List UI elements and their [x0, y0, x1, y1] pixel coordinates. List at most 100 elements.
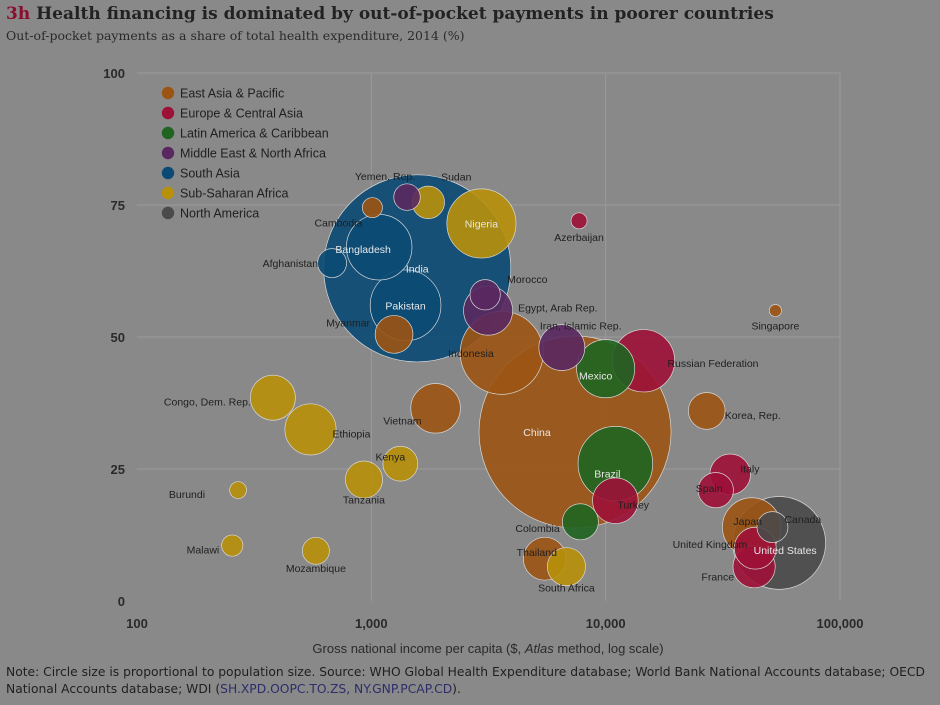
label-myanmar: Myanmar — [326, 317, 370, 329]
bubble-turkey — [592, 477, 639, 524]
chart-title-block: 3h Health financing is dominated by out-… — [6, 4, 774, 24]
x-tick-label: 10,000 — [586, 616, 626, 631]
y-tick-label: 50 — [111, 330, 125, 345]
label-burundi: Burundi — [169, 489, 205, 501]
x-tick-label: 100,000 — [817, 616, 864, 631]
legend-label-sub-saharan-africa: Sub-Saharan Africa — [180, 187, 288, 201]
figure-tag: 3h — [6, 4, 31, 24]
bubble-cambodia — [361, 197, 383, 219]
label-nigeria: Nigeria — [465, 218, 498, 230]
label-brazil: Brazil — [594, 469, 620, 481]
bubble-korea-rep — [688, 392, 726, 430]
label-bangladesh: Bangladesh — [335, 244, 391, 256]
label-india: India — [406, 263, 429, 275]
label-cambodia: Cambodia — [314, 218, 362, 230]
legend-label-europe-central-asia: Europe & Central Asia — [180, 107, 303, 121]
label-tanzania: Tanzania — [343, 495, 385, 507]
chart-title: 3h Health financing is dominated by out-… — [6, 4, 774, 24]
label-thailand: Thailand — [517, 547, 557, 559]
label-pakistan: Pakistan — [385, 300, 425, 312]
x-axis-title: Gross national income per capita ($, Atl… — [312, 641, 663, 656]
footnote: Note: Circle size is proportional to pop… — [6, 664, 931, 698]
legend-label-middle-east-north-africa: Middle East & North Africa — [180, 147, 326, 161]
label-azerbaijan: Azerbaijan — [554, 232, 604, 244]
bubble-afghanistan — [317, 248, 347, 278]
legend-label-east-asia-pacific: East Asia & Pacific — [180, 87, 284, 101]
label-singapore: Singapore — [751, 321, 799, 333]
bubble-iran-islamic-rep — [538, 324, 586, 371]
legend-label-north-america: North America — [180, 207, 259, 221]
label-united-kingdom: United Kingdom — [673, 539, 748, 551]
label-kenya: Kenya — [375, 452, 405, 464]
legend-label-latin-america-caribbean: Latin America & Caribbean — [180, 127, 329, 141]
label-france: France — [701, 572, 734, 584]
y-tick-label: 100 — [103, 66, 125, 81]
label-afghanistan: Afghanistan — [263, 258, 319, 270]
bubble-myanmar — [374, 315, 414, 354]
bubble-malawi — [221, 534, 244, 557]
y-tick-label: 25 — [111, 462, 125, 477]
legend-marker-east-asia-pacific — [161, 86, 175, 100]
bubble-canada — [756, 511, 789, 543]
label-spain: Spain — [696, 483, 723, 495]
label-united-states: United States — [754, 545, 817, 557]
legend-label-south-asia: South Asia — [180, 167, 240, 181]
bubble-morocco — [469, 279, 501, 311]
bubble-spain — [697, 472, 734, 509]
footnote-end: ). — [452, 682, 461, 696]
x-tick-label: 1,000 — [355, 616, 388, 631]
indicator-codes: SH.XPD.OOPC.TO.ZS, NY.GNP.PCAP.CD — [220, 682, 453, 696]
label-malawi: Malawi — [187, 545, 220, 557]
legend-marker-europe-central-asia — [161, 106, 175, 120]
bubble-nigeria — [446, 188, 517, 259]
label-china: China — [523, 427, 551, 439]
label-turkey: Turkey — [617, 500, 649, 512]
y-tick-label: 75 — [111, 198, 125, 213]
label-russian-federation: Russian Federation — [667, 358, 758, 370]
bubble-vietnam — [410, 383, 461, 434]
label-mexico: Mexico — [579, 371, 612, 383]
bubble-burundi — [229, 481, 247, 499]
bubble-colombia — [562, 503, 599, 541]
chart-subtitle: Out-of-pocket payments as a share of tot… — [6, 28, 465, 43]
axis-labels: 0 25 50 75 100 100 1,000 10,000 100,000 Gross nat… — [103, 66, 863, 656]
bubble-tanzania — [345, 460, 383, 499]
x-tick-label: 100 — [126, 616, 148, 631]
bubble-kenya — [382, 445, 419, 482]
legend-marker-south-asia — [161, 166, 175, 180]
chart-title-text: Health financing is dominated by out-of-… — [36, 4, 774, 24]
label-korea-rep: Korea, Rep. — [725, 410, 781, 422]
label-south-africa: South Africa — [538, 583, 595, 595]
bubble-south-africa — [546, 547, 586, 587]
bubble-singapore — [768, 304, 782, 318]
point-labels: India China Pakistan Bangladesh Afghanistan N… — [164, 171, 822, 595]
label-japan: Japan — [733, 516, 762, 528]
label-canada: Canada — [784, 514, 821, 526]
label-indonesia: Indonesia — [448, 348, 494, 360]
label-egypt-arab-rep: Egypt, Arab Rep. — [518, 303, 597, 315]
bubble-azerbaijan — [570, 212, 588, 230]
label-yemen-rep: Yemen, Rep. — [355, 171, 415, 183]
label-morocco: Morocco — [507, 274, 547, 286]
legend-marker-middle-east-north-africa — [161, 146, 175, 160]
label-vietnam: Vietnam — [383, 415, 422, 427]
label-congo-dem-rep: Congo, Dem. Rep. — [164, 397, 251, 409]
label-italy: Italy — [740, 463, 760, 475]
bubble-mexico — [576, 339, 636, 399]
label-colombia: Colombia — [515, 523, 560, 535]
bubble-layer — [221, 174, 826, 590]
bubble-yemen-rep — [393, 183, 421, 211]
legend-marker-north-america — [161, 206, 175, 220]
bubble-mozambique — [302, 536, 330, 565]
label-ethiopia: Ethiopia — [332, 428, 370, 440]
bubble-ethiopia — [284, 403, 337, 456]
footnote-text: Note: Circle size is proportional to pop… — [6, 665, 925, 696]
legend-marker-latin-america-caribbean — [161, 126, 175, 140]
y-tick-label: 0 — [118, 594, 125, 609]
label-sudan: Sudan — [441, 171, 472, 183]
label-iran-islamic-rep: Iran, Islamic Rep. — [540, 321, 622, 333]
bubble-congo-dem-rep — [249, 374, 296, 421]
legend: East Asia & Pacific Europe & Central Asia… — [161, 86, 329, 221]
legend-marker-sub-saharan-africa — [161, 186, 175, 200]
